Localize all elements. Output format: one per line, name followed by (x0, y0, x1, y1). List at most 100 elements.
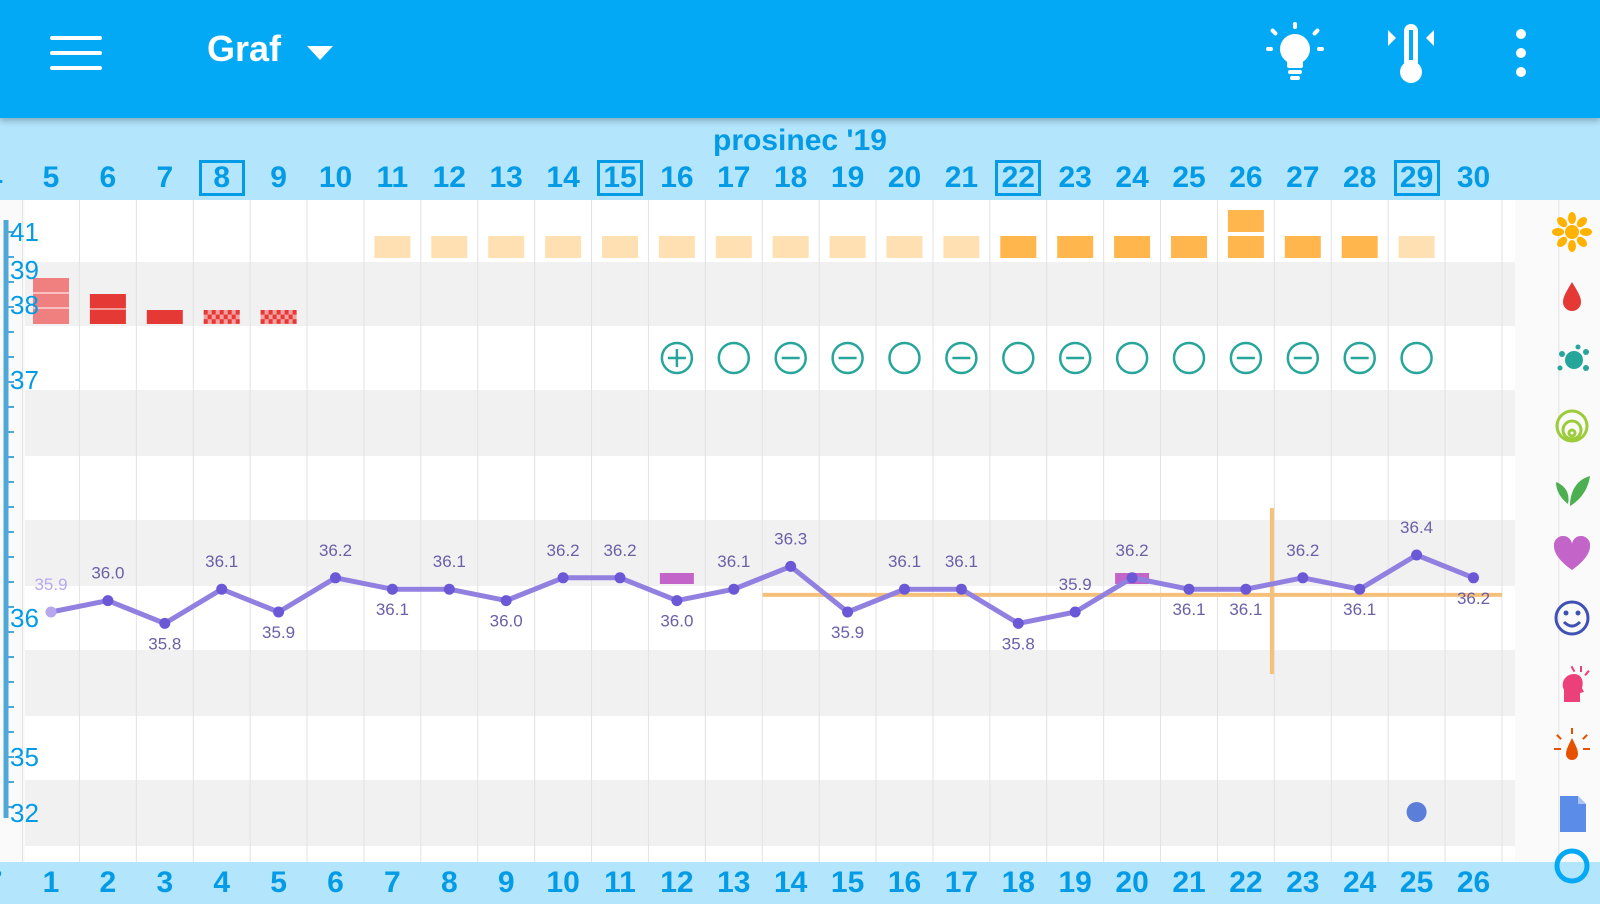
leaf-icon[interactable] (1550, 468, 1594, 512)
mucus-minus-icon (1229, 341, 1263, 375)
lightbulb-icon[interactable] (1262, 20, 1328, 86)
temperature-label: 36.1 (945, 552, 978, 571)
splash-icon[interactable] (1550, 338, 1594, 382)
cycle-day-1[interactable]: 1 (42, 866, 60, 899)
heart-icon[interactable] (1550, 532, 1594, 576)
temperature-label: 36.1 (717, 552, 750, 571)
mucus-minus-icon (831, 341, 864, 375)
cycle-day-5[interactable]: 5 (270, 866, 287, 899)
cycle-day-24[interactable]: 24 (1343, 866, 1377, 899)
fertility-mark (1057, 236, 1094, 258)
date-24[interactable]: 24 (1115, 161, 1149, 194)
head-icon[interactable] (1550, 662, 1594, 706)
cycle-day-22[interactable]: 22 (1229, 866, 1263, 899)
date-28[interactable]: 28 (1343, 161, 1377, 194)
date-22[interactable]: 22 (995, 160, 1042, 196)
date-25[interactable]: 25 (1172, 161, 1206, 194)
temperature-label: 35.9 (1059, 575, 1092, 594)
fertility-peak-mark (1227, 210, 1264, 232)
date-7[interactable]: 7 (156, 161, 174, 194)
cycle-icon[interactable] (1550, 842, 1594, 886)
chevron-down-icon[interactable] (307, 46, 333, 60)
app-bar: Graf (0, 0, 1600, 118)
cycle-day-15[interactable]: 15 (830, 866, 865, 899)
cycle-day-6[interactable]: 6 (327, 866, 344, 899)
date-30[interactable]: 30 (1456, 161, 1491, 194)
temperature-point (785, 560, 797, 572)
ovulation-test-icon[interactable] (1550, 726, 1594, 770)
cycle-day-18[interactable]: 18 (1001, 866, 1035, 899)
cycle-day-9[interactable]: 9 (497, 866, 515, 899)
date-16[interactable]: 16 (660, 161, 694, 194)
fertility-mark (715, 236, 752, 258)
cycle-day-20[interactable]: 20 (1115, 866, 1149, 899)
date-5[interactable]: 5 (42, 161, 60, 194)
date-bar: prosinec '19 45 6 789 10 11 12 13 14 15 16 17 18 19 2… (0, 118, 1600, 200)
date-15[interactable]: 15 (597, 160, 643, 196)
spotting-checker (292, 310, 297, 315)
cycle-day-4[interactable]: 4 (213, 866, 231, 899)
smiley-icon[interactable] (1550, 596, 1594, 640)
date-9[interactable]: 9 (270, 161, 287, 194)
spotting-checker (260, 310, 265, 315)
cycle-day-25[interactable]: 25 (1399, 866, 1434, 899)
thermometer-icon[interactable] (1378, 20, 1444, 86)
date-23[interactable]: 23 (1058, 161, 1092, 194)
cycle-day-14[interactable]: 14 (774, 866, 808, 899)
cervix-icon[interactable] (1550, 402, 1594, 446)
temperature-point (443, 583, 455, 595)
date-17[interactable]: 17 (717, 161, 751, 194)
page-title: Graf (207, 28, 282, 69)
chart-band (25, 456, 1515, 520)
cycle-day-3[interactable]: 3 (156, 866, 174, 899)
blood-drop-icon[interactable] (1550, 274, 1594, 318)
date-10[interactable]: 10 (318, 161, 353, 194)
chart-band (25, 326, 1515, 390)
temperature-label: 36.2 (1286, 541, 1319, 560)
date-29[interactable]: 29 (1393, 160, 1440, 196)
fertility-mark (374, 236, 411, 258)
temperature-label: 36.2 (319, 541, 352, 560)
date-21[interactable]: 21 (944, 161, 979, 194)
date-8[interactable]: 8 (198, 160, 245, 196)
menu-icon[interactable] (50, 36, 102, 70)
cycle-day-16[interactable]: 16 (887, 866, 922, 899)
spotting-checker (227, 310, 232, 315)
sun-flower-icon[interactable] (1550, 210, 1594, 254)
mucus-plus-icon (660, 341, 694, 375)
fertility-mark (829, 236, 866, 258)
cycle-day-8[interactable]: 8 (440, 866, 458, 899)
cycle-day-12[interactable]: 12 (660, 866, 694, 899)
cycle-day-21[interactable]: 21 (1172, 866, 1206, 899)
cycle-day-10[interactable]: 10 (546, 866, 580, 899)
spotting-checker (260, 319, 265, 324)
date-27[interactable]: 27 (1286, 161, 1320, 194)
date-20[interactable]: 20 (887, 161, 922, 194)
more-vert-icon[interactable] (1488, 20, 1554, 86)
cycle-day-19[interactable]: 19 (1058, 866, 1092, 899)
temperature-label: 36.0 (660, 612, 693, 631)
cycle-day-bar: 7123456789101112131415161718192021222324… (0, 862, 1600, 904)
date-26[interactable]: 26 (1229, 161, 1263, 194)
cycle-day-17[interactable]: 17 (944, 866, 979, 899)
date-14[interactable]: 14 (546, 161, 580, 194)
cycle-day-7[interactable]: 7 (384, 866, 401, 899)
cycle-day-7[interactable]: 7 (0, 866, 23, 900)
date-11[interactable]: 11 (376, 161, 409, 194)
cycle-day-23[interactable]: 23 (1286, 866, 1320, 899)
cycle-day-11[interactable]: 11 (604, 866, 636, 899)
mucus-circle-icon (1115, 341, 1149, 375)
document-icon[interactable] (1550, 792, 1594, 836)
date-19[interactable]: 19 (830, 161, 865, 194)
date-13[interactable]: 13 (489, 161, 523, 194)
cycle-day-13[interactable]: 13 (717, 866, 751, 899)
cycle-day-26[interactable]: 26 (1456, 866, 1491, 899)
date-prev-4[interactable]: 4 (0, 160, 23, 196)
spotting-checker (223, 314, 228, 320)
temperature-point (1240, 583, 1252, 595)
date-6[interactable]: 6 (99, 161, 117, 194)
date-18[interactable]: 18 (774, 161, 808, 194)
date-12[interactable]: 12 (432, 161, 466, 194)
cycle-day-2[interactable]: 2 (99, 866, 117, 899)
temperature-point (102, 595, 114, 607)
